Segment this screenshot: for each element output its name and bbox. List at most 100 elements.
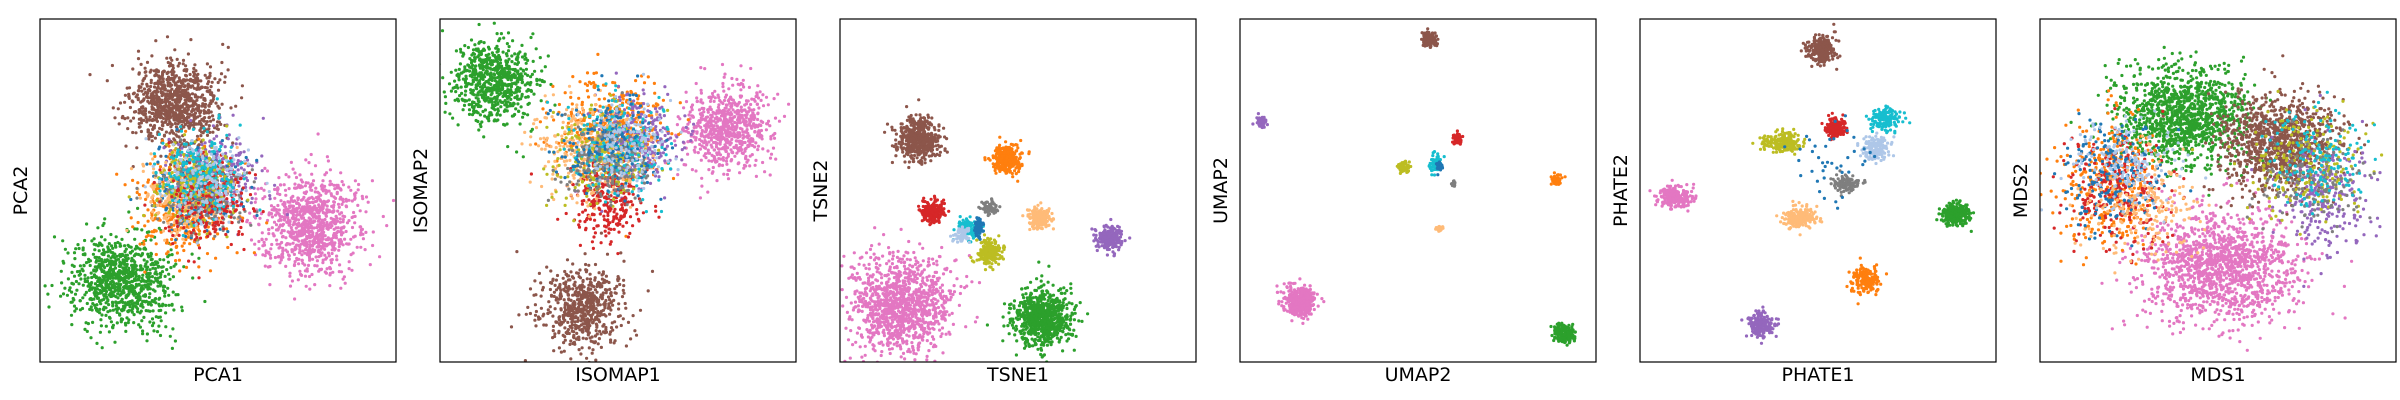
data-point: [119, 261, 124, 266]
data-point: [199, 79, 203, 83]
data-point: [140, 118, 144, 122]
data-point: [234, 153, 238, 157]
data-point: [263, 264, 267, 268]
data-point: [155, 73, 159, 77]
data-point: [260, 154, 264, 158]
data-point: [154, 113, 158, 117]
data-point: [104, 259, 108, 263]
data-point: [186, 148, 190, 153]
data-point: [279, 218, 283, 222]
data-point: [197, 229, 202, 233]
data-point: [326, 159, 330, 163]
data-point: [227, 162, 231, 166]
data-point: [116, 271, 120, 275]
data-point: [151, 157, 155, 161]
data-point: [330, 237, 334, 241]
data-point: [104, 324, 108, 328]
data-point: [107, 315, 112, 319]
data-point: [298, 269, 302, 273]
data-point: [300, 253, 304, 257]
data-point: [123, 301, 127, 305]
data-point: [105, 274, 109, 278]
data-point: [239, 166, 243, 170]
data-point: [200, 142, 204, 147]
data-point: [104, 313, 108, 317]
data-point: [310, 250, 315, 254]
data-point: [270, 208, 274, 212]
data-point: [152, 190, 157, 194]
data-point: [199, 150, 203, 154]
data-point: [269, 247, 273, 251]
data-point: [256, 187, 260, 191]
data-point: [207, 90, 211, 94]
data-point: [102, 221, 106, 225]
data-point: [358, 225, 362, 229]
data-point: [158, 165, 163, 169]
data-point: [295, 201, 299, 205]
data-point: [204, 150, 208, 154]
data-point: [249, 238, 254, 242]
data-point: [316, 245, 320, 249]
data-point: [163, 171, 168, 175]
data-point: [152, 85, 157, 89]
data-point: [356, 203, 360, 207]
data-point: [296, 196, 300, 200]
data-point: [307, 274, 312, 279]
data-point: [240, 232, 244, 236]
data-point: [141, 105, 145, 109]
data-point: [157, 226, 161, 230]
data-point: [152, 152, 156, 156]
data-point: [129, 167, 134, 171]
data-point: [207, 75, 211, 79]
data-point: [111, 308, 115, 312]
data-point: [169, 56, 173, 60]
data-point: [231, 113, 235, 117]
data-point: [323, 242, 327, 246]
data-point: [237, 193, 241, 197]
data-point: [117, 264, 121, 268]
data-point: [322, 203, 326, 207]
data-point: [136, 220, 140, 225]
data-point: [208, 150, 212, 154]
data-point: [176, 182, 180, 186]
data-point: [213, 234, 217, 238]
data-point: [98, 307, 102, 311]
data-point: [173, 241, 177, 245]
data-point: [168, 106, 172, 110]
data-point: [143, 300, 148, 304]
data-point: [109, 273, 113, 277]
data-point: [299, 272, 303, 276]
data-point: [124, 329, 128, 333]
data-point: [146, 99, 150, 103]
data-point: [190, 203, 194, 207]
data-point: [229, 180, 233, 184]
data-point: [143, 185, 147, 189]
data-point: [207, 124, 211, 128]
data-point: [182, 189, 186, 193]
data-point: [170, 237, 174, 241]
data-point: [186, 124, 190, 128]
data-point: [483, 114, 487, 118]
data-point: [111, 302, 115, 306]
data-point: [137, 193, 141, 197]
data-point: [182, 241, 186, 245]
data-point: [238, 123, 242, 127]
data-point: [323, 234, 327, 238]
data-point: [95, 303, 99, 307]
data-point: [83, 279, 87, 284]
data-point: [188, 174, 192, 178]
data-point: [225, 133, 229, 137]
data-point: [171, 76, 175, 80]
data-point: [206, 167, 210, 171]
data-point: [184, 216, 188, 220]
data-point: [124, 294, 128, 298]
data-point: [208, 269, 213, 273]
data-point: [158, 126, 162, 130]
data-point: [241, 205, 245, 209]
data-point: [192, 155, 196, 160]
data-point: [150, 98, 155, 102]
data-point: [185, 120, 189, 125]
data-point: [205, 86, 209, 90]
